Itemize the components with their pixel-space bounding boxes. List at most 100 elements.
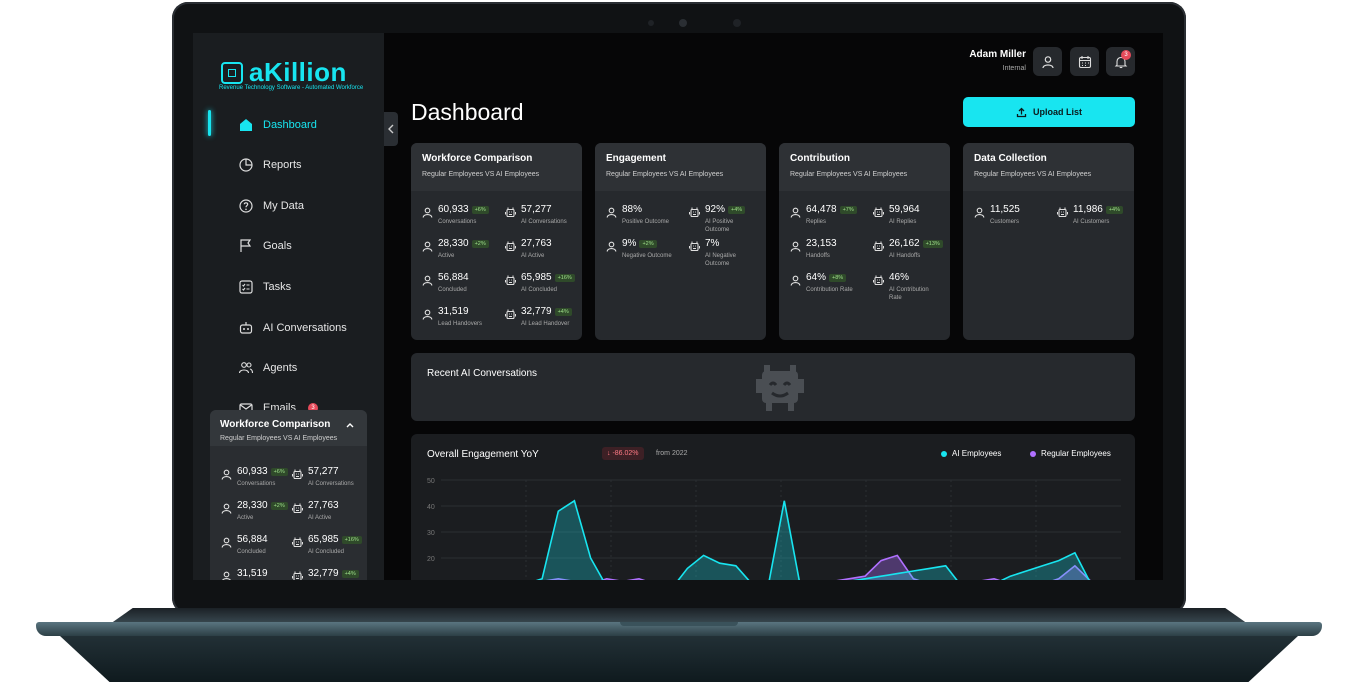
stat-change-badge: +8%: [829, 273, 847, 282]
stat-text: 9% +2% Negative Outcome: [622, 238, 672, 260]
card-stat: 64,478 +7% Replies: [790, 204, 857, 226]
stat-label: Handoffs: [806, 253, 830, 259]
notifications-button[interactable]: 3: [1106, 47, 1135, 76]
stat-text: 56,884 Concluded: [237, 534, 268, 556]
legend-regular[interactable]: Regular Employees: [1030, 449, 1111, 458]
stat-value: 7%: [705, 238, 757, 249]
stat-value: 28,330 +2%: [237, 500, 288, 511]
card-stat: 23,153 Handoffs: [790, 238, 837, 260]
stat-label: AI Lead Handover: [521, 321, 570, 327]
stat-number: 31,519: [438, 306, 469, 317]
stat-value: 64,478 +7%: [806, 204, 857, 215]
card-stat: 7% AI Negative Outcome: [689, 238, 757, 268]
profile-button[interactable]: [1033, 47, 1062, 76]
upload-list-button[interactable]: Upload List: [963, 97, 1135, 127]
person-icon: [790, 239, 801, 252]
card-stat: 88% Positive Outcome: [606, 204, 669, 226]
robot-icon: [292, 535, 303, 548]
stat-number: 56,884: [438, 272, 469, 283]
person-icon: [790, 205, 801, 218]
stat-change-badge: +16%: [554, 273, 575, 282]
chevron-up-icon[interactable]: [345, 420, 355, 433]
stat-number: 32,779: [308, 568, 339, 579]
robot-icon: [689, 205, 700, 218]
sidebar-item-tasks[interactable]: Tasks: [238, 279, 291, 295]
page-title: Dashboard: [411, 99, 524, 125]
y-tick-label: 40: [427, 504, 435, 511]
stat-value: 26,162 +13%: [889, 238, 943, 249]
stat-text: 23,153 Handoffs: [806, 238, 837, 260]
stat-value: 32,779 +4%: [308, 568, 359, 579]
series-line-1: [545, 554, 1091, 580]
brand-name: aKillion: [249, 57, 347, 87]
delta-badge: ↓ -86.02%: [602, 447, 644, 460]
robot-icon: [292, 569, 303, 580]
sidebar-item-agents[interactable]: Agents: [238, 360, 297, 376]
sidebar-item-label: Agents: [263, 362, 298, 374]
sidebar-item-label: Tasks: [263, 281, 292, 293]
stat-number: 88%: [622, 204, 643, 215]
brand-tagline: Revenue Technology Software - Automated …: [219, 85, 364, 91]
stat-label: AI Concluded: [308, 549, 345, 555]
sidebar-item-ai-conversations[interactable]: AI Conversations: [238, 320, 347, 336]
sidebar-item-label: Reports: [263, 159, 302, 171]
stat-number: 23,153: [806, 238, 837, 249]
laptop-hinge: [110, 608, 1248, 624]
y-tick-label: 20: [427, 556, 435, 563]
stat-number: 31,519: [237, 568, 268, 579]
person-icon: [221, 467, 232, 480]
card-title: Data Collection: [974, 153, 1047, 164]
sidebar-item-label: AI Conversations: [263, 322, 347, 334]
recent-conversations-panel: Recent AI Conversations: [411, 353, 1135, 421]
card-subtitle: Regular Employees VS AI Employees: [422, 171, 540, 178]
stat-text: 28,330 +2% Active: [237, 500, 288, 522]
card-stat: 11,525 Customers: [974, 204, 1020, 226]
card-title: Contribution: [790, 153, 850, 164]
stat-text: 92% +4% AI Positive Outcome: [705, 204, 757, 234]
calendar-button[interactable]: [1070, 47, 1099, 76]
mini-card-subtitle: Regular Employees VS AI Employees: [220, 435, 338, 442]
person-icon: [422, 307, 433, 320]
sidebar-item-dashboard[interactable]: Dashboard: [238, 117, 317, 133]
stat-label: Customers: [990, 219, 1020, 225]
legend-ai[interactable]: AI Employees: [941, 449, 1001, 458]
stat-text: 32,779 +4% AI Lead Handover: [521, 306, 572, 328]
brand-logo[interactable]: aKillion: [221, 57, 347, 88]
stat-label: AI Positive Outcome: [705, 219, 734, 233]
delta-value: -86.02%: [612, 450, 639, 457]
mini-card-header[interactable]: Workforce Comparison Regular Employees V…: [210, 410, 367, 446]
stat-number: 26,162: [889, 238, 920, 249]
stat-change-badge: +2%: [639, 239, 657, 248]
stat-label: Lead Handovers: [438, 321, 483, 327]
card-title: Workforce Comparison: [422, 153, 533, 164]
sidebar-item-my-data[interactable]: My Data: [238, 198, 304, 214]
camera-sensor-right: [733, 19, 741, 27]
home-icon: [238, 117, 254, 133]
stat-change-badge: +16%: [341, 535, 362, 544]
stat-text: 31,519 Lead Handovers: [438, 306, 482, 328]
stat-change-badge: +6%: [471, 205, 489, 214]
stat-number: 32,779: [521, 306, 552, 317]
person-icon: [422, 239, 433, 252]
card-stat: 59,964 AI Replies: [873, 204, 920, 226]
camera-lens: [679, 19, 687, 27]
stat-text: 26,162 +13% AI Handoffs: [889, 238, 943, 260]
sidebar-collapse-button[interactable]: [384, 112, 398, 146]
user-info: Adam Miller Internal: [968, 49, 1026, 72]
stat-value: 31,519: [438, 306, 482, 317]
stat-label: Active: [438, 253, 455, 259]
stat-label: Conversations: [237, 481, 276, 487]
card-data-collection: Data Collection Regular Employees VS AI E…: [963, 143, 1134, 340]
laptop-notch: [620, 622, 738, 626]
stat-text: 7% AI Negative Outcome: [705, 238, 757, 268]
stat-value: 56,884: [237, 534, 268, 545]
sidebar-item-reports[interactable]: Reports: [238, 157, 302, 173]
legend-label-ai: AI Employees: [952, 449, 1002, 458]
card-header: Data Collection Regular Employees VS AI E…: [963, 143, 1134, 191]
stat-text: 65,985 +16% AI Concluded: [521, 272, 575, 294]
sidebar-item-goals[interactable]: Goals: [238, 238, 292, 254]
stat-label: AI Conversations: [521, 219, 567, 225]
stat-value: 11,986 +4%: [1073, 204, 1124, 215]
upload-icon: [1016, 107, 1027, 117]
card-subtitle: Regular Employees VS AI Employees: [606, 171, 724, 178]
